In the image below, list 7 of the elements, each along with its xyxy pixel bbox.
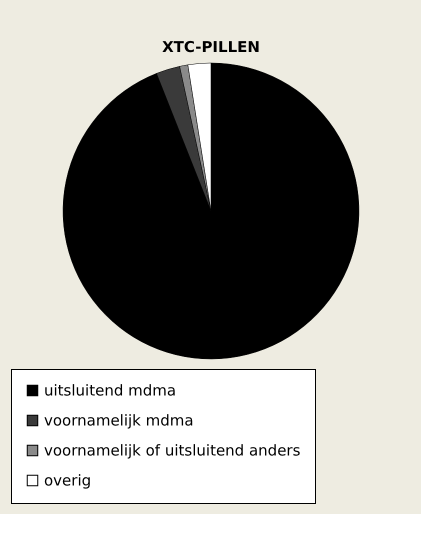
pie-slice <box>62 62 360 359</box>
chart-title: XTC-PILLEN <box>162 38 260 56</box>
legend-label: voornamelijk of uitsluitend anders <box>44 442 301 460</box>
legend-label: voornamelijk mdma <box>44 412 194 430</box>
pie-slice <box>156 66 212 212</box>
legend-label: uitsluitend mdma <box>44 382 176 400</box>
legend-label: overig <box>44 472 92 490</box>
